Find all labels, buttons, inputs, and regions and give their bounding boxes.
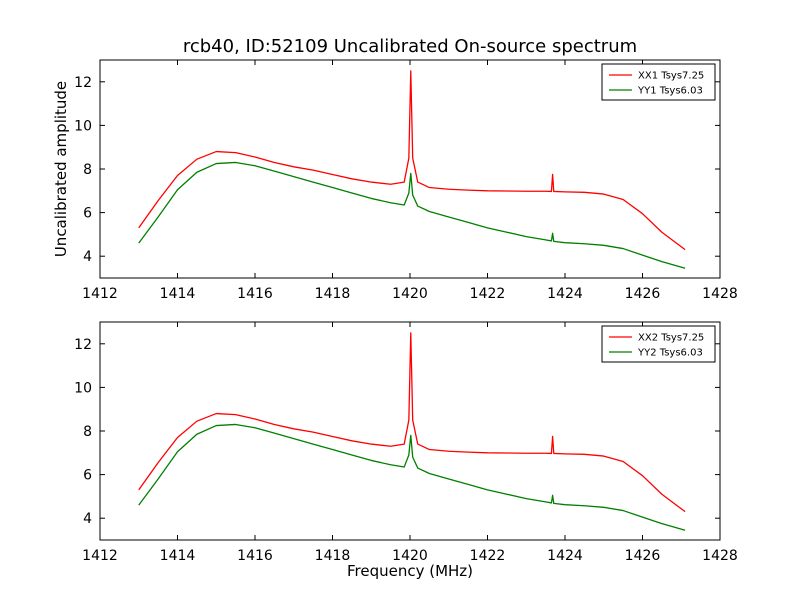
y-tick-label: 8 — [83, 424, 92, 440]
legend: XX1 Tsys7.25 YY1 Tsys6.03 — [601, 63, 716, 101]
x-axis-label: Frequency (MHz) — [347, 562, 473, 580]
x-tick-label: 1412 — [82, 286, 118, 302]
y-axis-label: Uncalibrated amplitude — [52, 81, 70, 257]
y-tick-label: 6 — [83, 206, 92, 222]
x-tick-label: 1420 — [392, 286, 428, 302]
y-tick-label: 10 — [74, 380, 92, 396]
y-tick-label: 12 — [74, 337, 92, 353]
legend-label-1: XX2 Tsys7.25 — [638, 333, 704, 344]
x-tick-label: 1412 — [82, 548, 118, 564]
x-tick-label: 1414 — [160, 286, 196, 302]
y-tick-label: 10 — [74, 118, 92, 134]
legend-box — [601, 63, 716, 101]
chart-panel-2: 1412 1414 1416 1418 1420 1422 1424 1426 1428 4 6 8 1… — [74, 321, 738, 580]
series-line-1 — [138, 70, 686, 251]
series-line-1 — [138, 332, 686, 513]
y-tick-label: 6 — [83, 468, 92, 484]
x-tick-label: 1414 — [160, 548, 196, 564]
legend: XX2 Tsys7.25 YY2 Tsys6.03 — [601, 325, 716, 363]
x-tick-label: 1424 — [547, 548, 583, 564]
y-tick-label: 4 — [83, 511, 92, 527]
x-tick-label: 1426 — [625, 548, 661, 564]
chart-panel-1: 1412 1414 1416 1418 1420 1422 1424 1426 1428 4 6 8 1… — [52, 59, 738, 302]
x-tick-label: 1428 — [702, 286, 738, 302]
x-tick-label: 1416 — [237, 286, 273, 302]
x-tick-label: 1420 — [392, 548, 428, 564]
x-tick-label: 1426 — [625, 286, 661, 302]
x-tick-label: 1422 — [470, 286, 506, 302]
x-tick-label: 1418 — [315, 548, 351, 564]
legend-box — [601, 325, 716, 363]
series-line-2 — [138, 423, 686, 531]
y-tick-label: 4 — [83, 249, 92, 265]
x-tick-label: 1416 — [237, 548, 273, 564]
x-tick-label: 1424 — [547, 286, 583, 302]
y-tick-label: 8 — [83, 162, 92, 178]
chart-title: rcb40, ID:52109 Uncalibrated On-source s… — [183, 36, 637, 57]
x-tick-label: 1422 — [470, 548, 506, 564]
y-tick-label: 12 — [74, 75, 92, 91]
panels-container: 1412 1414 1416 1418 1420 1422 1424 1426 1428 4 6 8 1… — [52, 59, 738, 580]
legend-label-1: XX1 Tsys7.25 — [638, 71, 704, 82]
legend-label-2: YY2 Tsys6.03 — [637, 348, 703, 359]
legend-label-2: YY1 Tsys6.03 — [637, 86, 703, 97]
x-tick-label: 1428 — [702, 548, 738, 564]
x-tick-label: 1418 — [315, 286, 351, 302]
series-line-2 — [138, 161, 686, 269]
